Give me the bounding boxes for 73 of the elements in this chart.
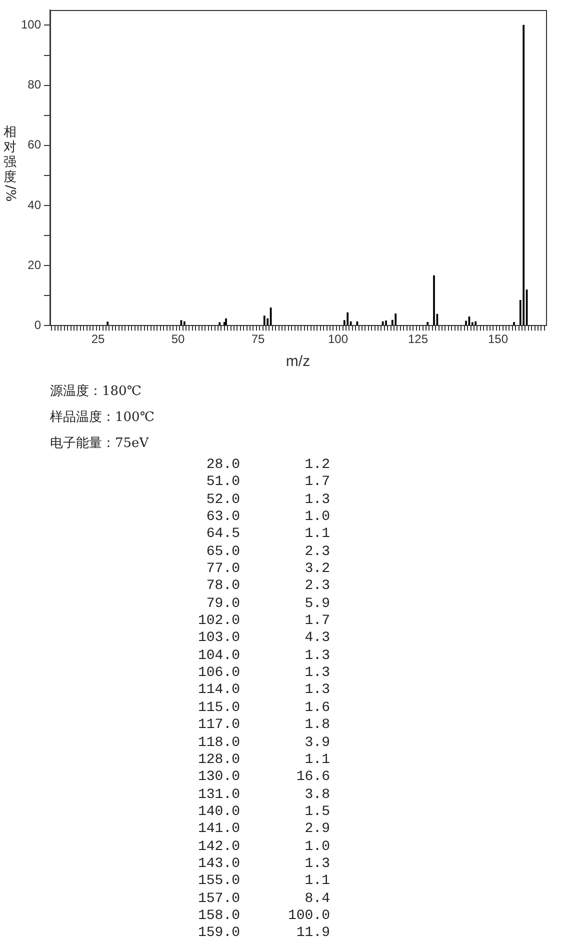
text: 79.0 [205,596,240,614]
text: 28.0 [205,457,240,474]
text: 4.3 [304,630,330,648]
text: 2.9 [304,821,330,839]
text: 1.3 [304,856,330,874]
text: 63.0 [205,509,240,526]
text: 3.8 [304,786,330,804]
x-tick-label: 75 [251,332,266,346]
text: 1.3 [304,648,330,666]
text: 8.4 [304,890,330,908]
text: 1.7 [304,613,330,630]
text: 样品温度：100℃ [50,409,156,427]
x-axis-title: m/z [286,353,310,370]
text: 77.0 [205,561,240,578]
text: 130.0 [196,769,240,787]
y-tick-label: 40 [28,198,42,212]
text: 158.0 [196,908,240,926]
text: 114.0 [196,682,240,700]
text: 115.0 [196,700,240,718]
text: 源温度：180℃ [50,383,142,401]
text: 1.7 [304,474,330,492]
text: 131.0 [196,786,240,804]
text: 155.0 [196,873,240,891]
text: 1.5 [304,804,330,822]
y-axis-title: 相对强度/% [2,125,18,202]
text: 1.6 [304,700,330,718]
x-tick-label: 150 [488,332,508,346]
text: 117.0 [196,717,240,734]
text: 11.9 [295,925,330,943]
text: 159.0 [196,925,240,943]
y-tick-label: 60 [28,138,42,152]
text: 2.3 [304,544,330,562]
text: 106.0 [196,665,240,682]
x-tick-label: 25 [91,332,106,346]
text: 1.3 [304,665,330,682]
text: 1.2 [304,457,330,474]
text: 157.0 [196,890,240,908]
text: 1.8 [304,717,330,734]
text: 142.0 [196,838,240,856]
text: 104.0 [196,648,240,666]
y-tick-label: 80 [28,78,42,92]
text: 65.0 [205,544,240,562]
text: 2.3 [304,578,330,596]
text: 电子能量：75eV [50,435,150,453]
text: 1.1 [304,873,330,891]
text: 51.0 [205,474,240,492]
x-tick-label: 125 [408,332,428,346]
text: 1.0 [304,838,330,856]
text: 1.1 [304,526,330,544]
text: 1.0 [304,509,330,526]
text: 1.1 [304,752,330,770]
x-tick-label: 50 [171,332,186,346]
text: 140.0 [196,804,240,822]
text: 64.5 [205,526,240,544]
text: 118.0 [196,734,240,752]
text: 100.0 [286,908,330,926]
text: 78.0 [205,578,240,596]
y-tick-label: 100 [20,18,42,32]
text: 103.0 [196,630,240,648]
text: 16.6 [295,769,330,787]
text: 1.3 [304,682,330,700]
text: 141.0 [196,821,240,839]
text: 102.0 [196,613,240,630]
text: 1.3 [304,492,330,510]
y-tick-label: 20 [28,258,42,272]
text: 128.0 [196,752,240,770]
text: 5.9 [304,596,330,614]
text: 52.0 [205,492,240,510]
x-tick-label: 100 [328,332,348,346]
text: 3.9 [304,734,330,752]
text: 3.2 [304,561,330,578]
text: 143.0 [196,856,240,874]
y-tick-label: 0 [34,318,42,332]
